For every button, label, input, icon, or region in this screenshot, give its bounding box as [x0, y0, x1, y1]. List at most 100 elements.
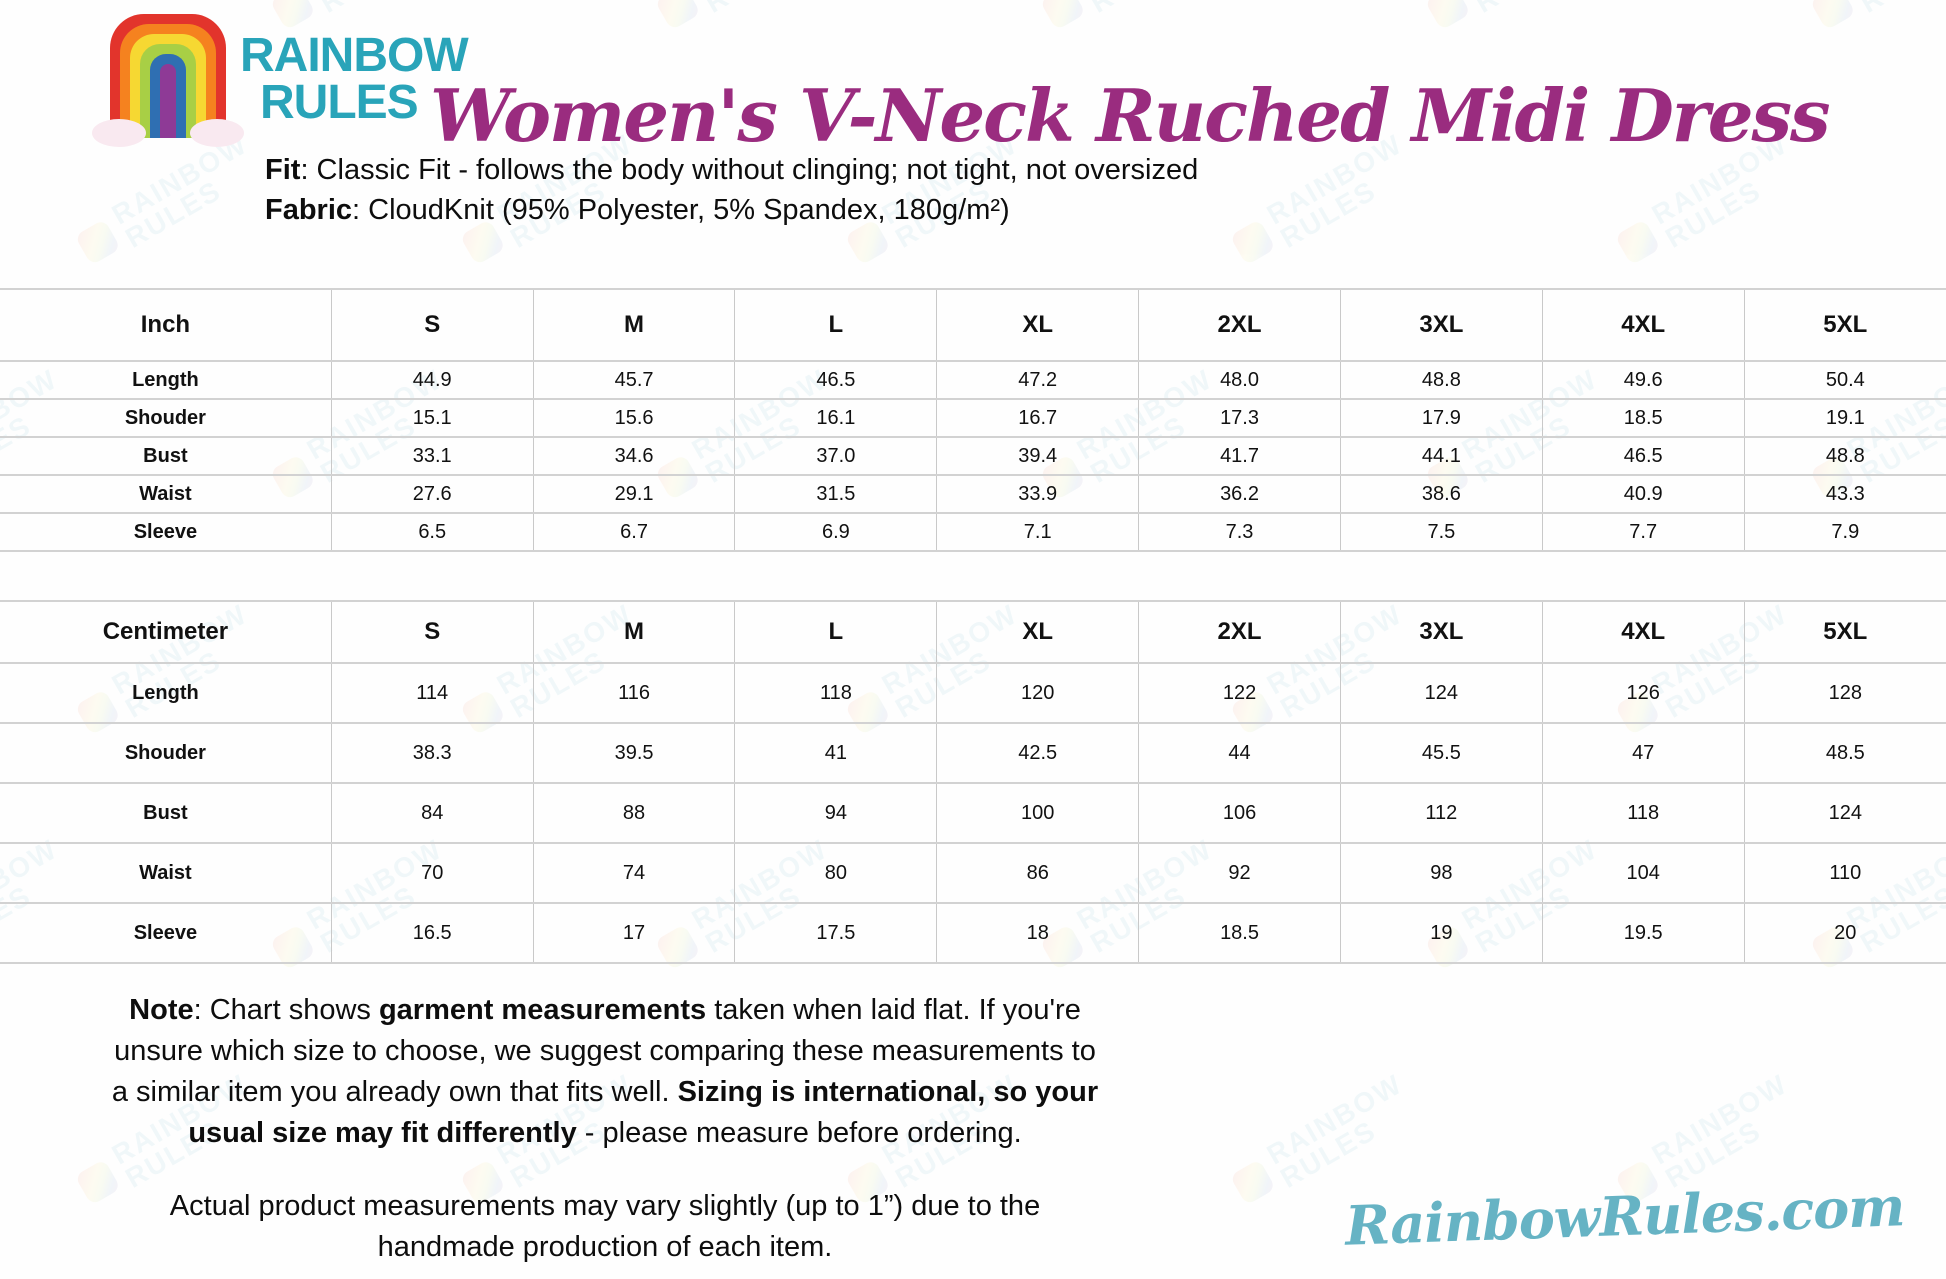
measurement-value: 34.6	[532, 436, 735, 476]
note-text-segment: garment measurements	[378, 994, 707, 1026]
measurement-row: Shouder 15.1 15.6 16.1 16.7 17.3 17.9 18.5 19.1	[0, 398, 1946, 438]
fabric-label: Fabric	[265, 194, 353, 226]
measurement-value: 19	[1339, 902, 1543, 964]
measurement-value: 128	[1743, 662, 1946, 724]
table-gap	[0, 552, 1946, 600]
measurement-value: 47.2	[936, 360, 1139, 400]
measurement-value: 7.1	[936, 512, 1139, 552]
size-column-header: 3XL	[1339, 288, 1543, 362]
logo-text-rules: RULES	[260, 76, 419, 129]
measurement-value: 38.6	[1339, 474, 1543, 514]
measurement-value: 16.5	[330, 902, 534, 964]
measurement-value: 74	[532, 842, 735, 904]
measurement-row-label: Sleeve	[0, 512, 332, 552]
measurement-value: 118	[1541, 782, 1745, 844]
rainbow-arch-icon	[92, 14, 244, 147]
measurement-value: 6.5	[330, 512, 534, 552]
measurement-row-label: Waist	[0, 474, 332, 514]
measurement-value: 29.1	[532, 474, 735, 514]
size-column-header: M	[532, 600, 735, 664]
measurement-row-label: Waist	[0, 842, 332, 904]
measurement-row-label: Length	[0, 662, 332, 724]
measurement-value: 100	[936, 782, 1139, 844]
note-text-segment: : Chart shows	[193, 994, 379, 1026]
measurement-value: 116	[532, 662, 735, 724]
measurement-value: 40.9	[1541, 474, 1745, 514]
measurement-value: 7.9	[1743, 512, 1946, 552]
measurement-value: 18.5	[1138, 902, 1341, 964]
measurement-row: Waist 27.6 29.1 31.5 33.9 36.2 38.6 40.9 43.3	[0, 474, 1946, 514]
measurement-value: 27.6	[330, 474, 534, 514]
measurement-value: 92	[1138, 842, 1341, 904]
measurement-row: Length 114 116 118 120 122 124 126 128	[0, 662, 1946, 724]
measurement-value: 88	[532, 782, 735, 844]
cloud-icon	[190, 119, 244, 147]
measurement-value: 106	[1138, 782, 1341, 844]
measurement-row-label: Length	[0, 360, 332, 400]
unit-header: Centimeter	[0, 600, 332, 664]
fabric-line: Fabric: CloudKnit (95% Polyester, 5% Spa…	[265, 190, 1198, 230]
note-text-segment: - please measure before ordering.	[576, 1117, 1022, 1149]
measurement-value: 118	[734, 662, 937, 724]
measurement-value: 20	[1743, 902, 1946, 964]
fit-label: Fit	[265, 154, 301, 186]
page-title: Women's V-Neck Ruched Midi Dress	[430, 73, 1831, 159]
size-column-header: 5XL	[1743, 288, 1946, 362]
measurement-row-label: Bust	[0, 436, 332, 476]
measurement-value: 39.4	[936, 436, 1139, 476]
note-paragraph: Note: Chart shows garment measurements t…	[105, 990, 1105, 1154]
measurement-row: Bust 33.1 34.6 37.0 39.4 41.7 44.1 46.5 48.8	[0, 436, 1946, 476]
size-column-header: L	[734, 288, 937, 362]
measurement-value: 46.5	[1541, 436, 1745, 476]
rainbow-rules-logo: RAINBOW RULES	[92, 14, 469, 147]
measurement-value: 7.5	[1339, 512, 1543, 552]
size-table-inch: Inch S M L XL 2XL 3XL 4XL 5XL Length 44.9 45.7 46.5 4…	[0, 288, 1946, 552]
measurement-value: 48.5	[1743, 722, 1946, 784]
size-column-header: S	[330, 600, 534, 664]
measurement-value: 114	[330, 662, 534, 724]
website-logo: RainbowRules.com	[1343, 1174, 1905, 1258]
measurement-value: 44	[1138, 722, 1341, 784]
fabric-text: : CloudKnit (95% Polyester, 5% Spandex, …	[352, 194, 1010, 226]
measurement-value: 15.1	[330, 398, 534, 438]
unit-header: Inch	[0, 288, 332, 362]
measurement-row-label: Bust	[0, 782, 332, 844]
measurement-value: 104	[1541, 842, 1745, 904]
measurement-value: 6.7	[532, 512, 735, 552]
measurement-value: 17.3	[1138, 398, 1341, 438]
measurement-value: 124	[1743, 782, 1946, 844]
measurement-value: 17	[532, 902, 735, 964]
measurement-row: Sleeve 16.5 17 17.5 18 18.5 19 19.5 20	[0, 902, 1946, 964]
measurement-row: Length 44.9 45.7 46.5 47.2 48.0 48.8 49.6 50.4	[0, 360, 1946, 400]
measurement-value: 33.9	[936, 474, 1139, 514]
measurement-value: 38.3	[330, 722, 534, 784]
cloud-icon	[92, 119, 146, 147]
measurement-value: 36.2	[1138, 474, 1341, 514]
measurement-value: 16.7	[936, 398, 1139, 438]
measurement-value: 124	[1339, 662, 1543, 724]
measurement-value: 84	[330, 782, 534, 844]
size-column-header: XL	[936, 288, 1139, 362]
measurement-value: 39.5	[532, 722, 735, 784]
size-table-centimeter: Centimeter S M L XL 2XL 3XL 4XL 5XL Length 114 116 1…	[0, 600, 1946, 964]
measurement-row-label: Sleeve	[0, 902, 332, 964]
note-text-segment: Sizing is international, so your usual s…	[188, 1076, 1099, 1149]
measurement-value: 18.5	[1541, 398, 1745, 438]
measurement-value: 80	[734, 842, 937, 904]
size-column-header: S	[330, 288, 534, 362]
measurement-value: 70	[330, 842, 534, 904]
measurement-row: Waist 70 74 80 86 92 98 104 110	[0, 842, 1946, 904]
table-header-row: Centimeter S M L XL 2XL 3XL 4XL 5XL	[0, 600, 1946, 664]
size-column-header: L	[734, 600, 937, 664]
measurement-value: 48.0	[1138, 360, 1341, 400]
measurement-row-label: Shouder	[0, 398, 332, 438]
measurement-row-label: Shouder	[0, 722, 332, 784]
table-header-row: Inch S M L XL 2XL 3XL 4XL 5XL	[0, 288, 1946, 362]
measurement-value: 98	[1339, 842, 1543, 904]
measurement-value: 41.7	[1138, 436, 1341, 476]
rainbow-band-purple	[160, 64, 176, 138]
size-column-header: 2XL	[1138, 600, 1341, 664]
measurement-value: 37.0	[734, 436, 937, 476]
measurement-value: 19.5	[1541, 902, 1745, 964]
